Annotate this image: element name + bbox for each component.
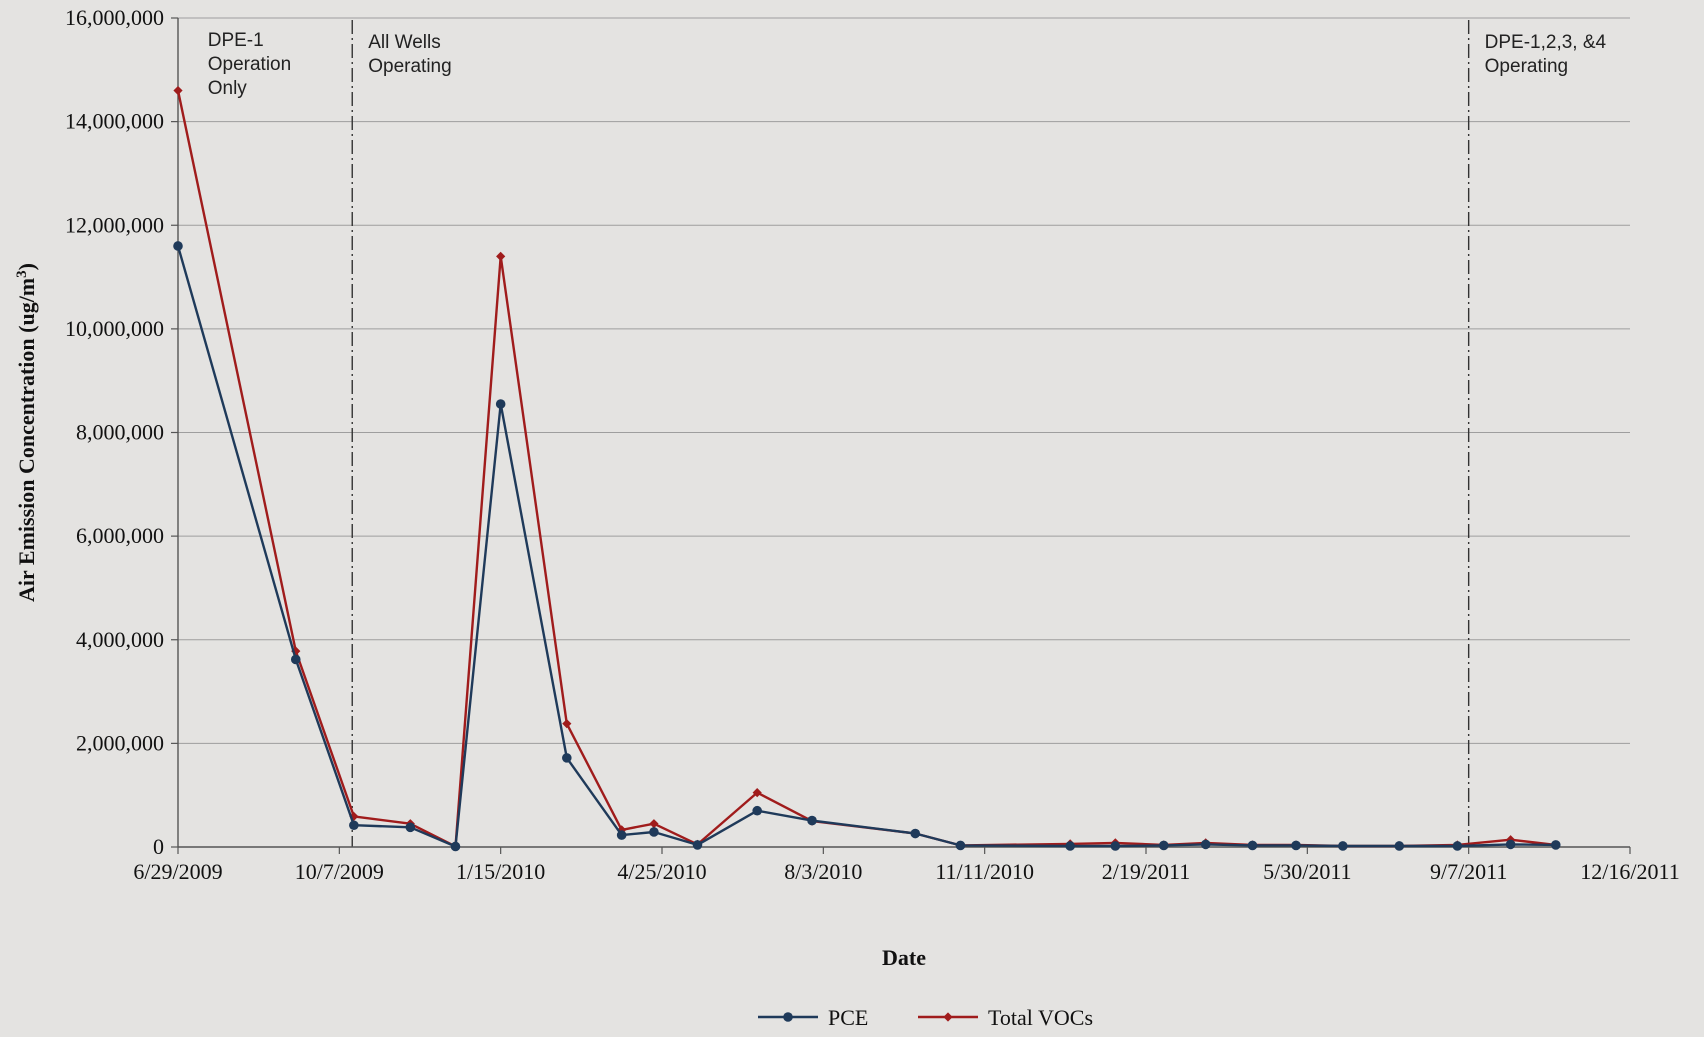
- y-axis-title-close: ): [14, 263, 39, 270]
- data-point: [562, 719, 572, 729]
- data-point: [450, 841, 461, 852]
- data-point: [405, 822, 416, 833]
- marker-label: Operating: [368, 56, 451, 77]
- y-tick-label: 12,000,000: [65, 212, 164, 237]
- data-point: [807, 815, 817, 826]
- data-point: [752, 805, 762, 816]
- x-tick-label: 10/7/2009: [295, 859, 384, 884]
- data-point: [692, 840, 703, 850]
- data-point: [617, 825, 627, 835]
- data-point: [290, 654, 301, 665]
- series-line: [176, 245, 1556, 848]
- marker-label: All Wells: [368, 32, 441, 53]
- data-point: [752, 787, 762, 798]
- marker-label: DPE-1,2,3, &4: [1485, 32, 1607, 53]
- data-point: [349, 820, 359, 831]
- data-point: [1550, 840, 1561, 850]
- data-point: [955, 840, 966, 851]
- x-tick-label: 11/11/2010: [935, 859, 1034, 884]
- data-point: [173, 85, 183, 96]
- data-point: [1394, 841, 1405, 851]
- annotation-label: Only: [208, 78, 248, 99]
- gridlines: [178, 17, 1630, 744]
- data-point: [291, 646, 301, 656]
- data-point: [1247, 840, 1258, 851]
- data-point: [910, 828, 921, 839]
- legend-label: Total VOCs: [988, 1005, 1093, 1030]
- x-tick-label: 9/7/2011: [1430, 859, 1507, 884]
- y-axis-title-text: Air Emission Concentration (ug/m: [14, 278, 39, 602]
- x-tick-label: 1/15/2010: [456, 859, 545, 884]
- x-tick-label: 6/29/2009: [133, 859, 222, 884]
- x-tick-label: 5/30/2011: [1263, 859, 1351, 884]
- legend-swatch-marker: [783, 1012, 793, 1022]
- vertical-markers: [351, 20, 1470, 847]
- data-point: [1065, 841, 1075, 851]
- y-tick-label: 16,000,000: [65, 5, 164, 30]
- data-point: [349, 811, 359, 822]
- annotation-label: DPE-1: [208, 30, 264, 51]
- data-point: [1158, 840, 1169, 851]
- y-tick-label: 14,000,000: [65, 109, 164, 134]
- x-tick-label: 12/16/2011: [1580, 859, 1679, 884]
- x-axis-title: Date: [882, 945, 926, 970]
- data-point: [1291, 840, 1301, 851]
- data-point: [649, 827, 659, 837]
- y-tick-label: 8,000,000: [76, 420, 164, 445]
- data-point: [1505, 839, 1516, 850]
- x-tick-label: 2/19/2011: [1102, 859, 1190, 884]
- y-axis-title: Air Emission Concentration (ug/m3): [14, 263, 39, 602]
- data-point: [1110, 841, 1121, 851]
- annotation-label: Operation: [208, 54, 291, 75]
- y-tick-label: 2,000,000: [76, 730, 164, 755]
- y-axis-title-superscript: 3: [14, 270, 30, 278]
- data-point: [649, 819, 659, 829]
- marker-label: Operating: [1485, 56, 1568, 77]
- data-point: [1200, 839, 1211, 850]
- data-point: [1338, 841, 1348, 851]
- data-point: [1452, 841, 1463, 851]
- y-tick-label: 6,000,000: [76, 523, 164, 548]
- data-point: [173, 241, 183, 251]
- axes: 0 2,000,000 4,000,000 6,000,000 8,000,000 10,…: [65, 5, 1680, 884]
- series-line: [176, 90, 1556, 848]
- y-tick-label: 10,000,000: [65, 316, 164, 341]
- data-point: [616, 830, 627, 840]
- series-lines: [173, 85, 1561, 852]
- y-tick-label: 0: [153, 834, 164, 859]
- data-point: [562, 753, 572, 763]
- legend: PCE Total VOCs: [758, 1005, 1093, 1030]
- y-tick-label: 4,000,000: [76, 627, 164, 652]
- x-tick-label: 8/3/2010: [784, 859, 862, 884]
- data-point: [495, 399, 506, 409]
- legend-swatch-marker: [943, 1012, 953, 1022]
- chart-labels: Date Air Emission Concentration (ug/m3) Al…: [14, 30, 1607, 970]
- legend-label: PCE: [828, 1005, 868, 1030]
- data-point: [496, 251, 506, 261]
- x-tick-label: 4/25/2010: [617, 859, 706, 884]
